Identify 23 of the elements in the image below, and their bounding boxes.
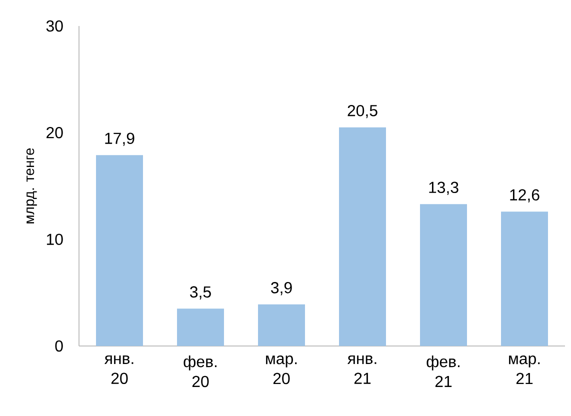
data-label: 3,9 <box>271 282 292 296</box>
x-tick-label: янв. 20 <box>104 356 134 384</box>
y-tick-label: 0 <box>55 340 63 352</box>
data-label: 3,5 <box>190 286 211 300</box>
x-tick-label: фев. 21 <box>426 356 460 387</box>
bar <box>96 155 143 346</box>
x-tick-label: фев. 20 <box>184 356 216 388</box>
data-label: 20,5 <box>348 104 378 118</box>
x-tick-label: мар. 20 <box>266 356 297 384</box>
x-tick-label: мар. 21 <box>509 356 540 384</box>
y-tick-label: 30 <box>46 20 63 32</box>
bar <box>258 304 305 346</box>
x-tick-label: янв. 21 <box>347 356 376 384</box>
data-label: 12,6 <box>510 189 540 202</box>
y-tick-label: 20 <box>46 127 63 138</box>
data-label: 17,9 <box>105 132 134 146</box>
bar <box>420 204 467 346</box>
bar <box>177 308 224 346</box>
y-tick-label: 10 <box>46 234 63 245</box>
data-label: 13,3 <box>429 182 458 195</box>
bar <box>501 212 548 346</box>
y-axis-title: млрд. тенге <box>26 148 37 224</box>
bar <box>339 127 386 346</box>
